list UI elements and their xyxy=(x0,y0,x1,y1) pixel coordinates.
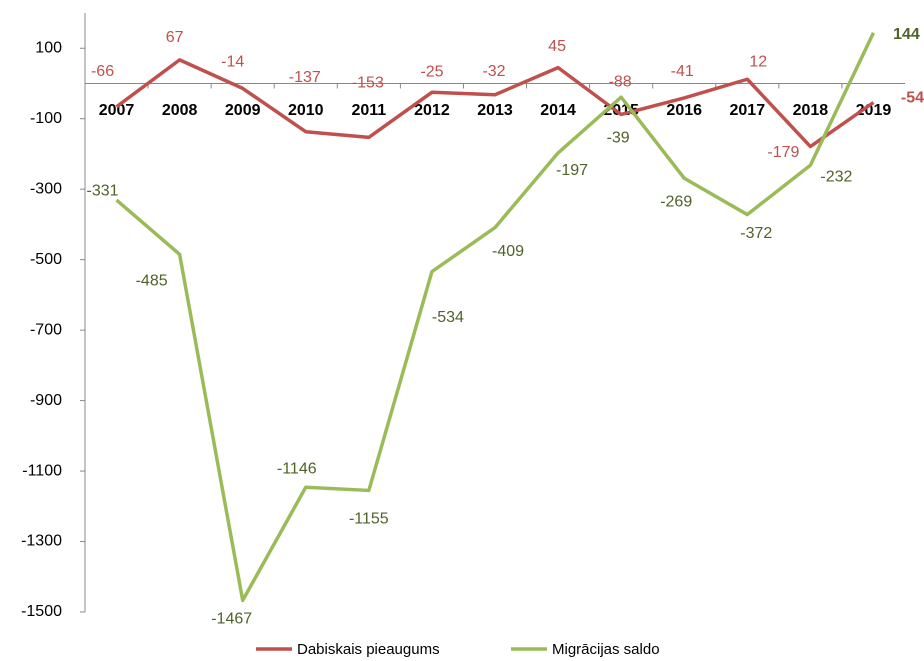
y-tick-label: -900 xyxy=(30,392,62,409)
data-label: -153 xyxy=(352,75,384,92)
data-label: 12 xyxy=(749,53,767,70)
x-tick-label: 2012 xyxy=(414,102,450,119)
x-tick-label: 2007 xyxy=(99,102,135,119)
legend-label: Dabiskais pieaugums xyxy=(297,641,440,658)
data-label: -88 xyxy=(609,74,632,91)
data-label: -485 xyxy=(136,273,168,290)
x-tick-label: 2009 xyxy=(225,102,261,119)
y-tick-label: 100 xyxy=(35,39,62,56)
y-tick-label: -1100 xyxy=(22,462,62,479)
data-label: 144 xyxy=(893,26,920,43)
data-label: -137 xyxy=(289,69,321,86)
x-tick-label: 2016 xyxy=(666,102,702,119)
data-label: -331 xyxy=(87,182,119,199)
data-label: -269 xyxy=(660,193,692,210)
y-tick-label: -1300 xyxy=(21,533,62,550)
y-tick-label: -500 xyxy=(30,251,62,268)
y-tick-label: -300 xyxy=(30,180,62,197)
data-label: -32 xyxy=(482,63,505,80)
x-tick-label: 2011 xyxy=(351,102,386,119)
data-label: -39 xyxy=(607,129,630,146)
data-label: -25 xyxy=(420,63,443,80)
y-tick-label: -1500 xyxy=(21,603,62,620)
x-tick-label: 2019 xyxy=(856,102,892,119)
data-label: -372 xyxy=(740,225,772,242)
x-tick-label: 2017 xyxy=(730,102,766,119)
data-label: -1467 xyxy=(211,611,252,628)
x-tick-label: 2010 xyxy=(288,102,324,119)
data-label: -409 xyxy=(492,243,524,260)
data-label: -54 xyxy=(901,90,924,107)
data-label: -179 xyxy=(767,144,799,161)
data-label: -1155 xyxy=(349,511,389,528)
data-label: -41 xyxy=(671,63,694,80)
series-line xyxy=(115,58,875,149)
x-tick-label: 2014 xyxy=(540,102,576,119)
data-label: -14 xyxy=(221,54,244,71)
series-line xyxy=(115,31,876,603)
x-tick-label: 2008 xyxy=(162,102,198,119)
data-label: -534 xyxy=(432,309,464,326)
x-tick-label: 2018 xyxy=(793,102,829,119)
x-tick-label: 2013 xyxy=(477,102,513,119)
data-label: -66 xyxy=(91,63,114,80)
data-label: 67 xyxy=(166,29,184,46)
legend-label: Migrācijas saldo xyxy=(552,641,660,658)
data-label: -232 xyxy=(820,168,852,185)
data-label: 45 xyxy=(548,38,566,55)
data-label: -1146 xyxy=(277,460,317,477)
y-tick-label: -700 xyxy=(30,321,62,338)
y-tick-label: -100 xyxy=(30,110,62,127)
data-label: -197 xyxy=(556,162,588,179)
